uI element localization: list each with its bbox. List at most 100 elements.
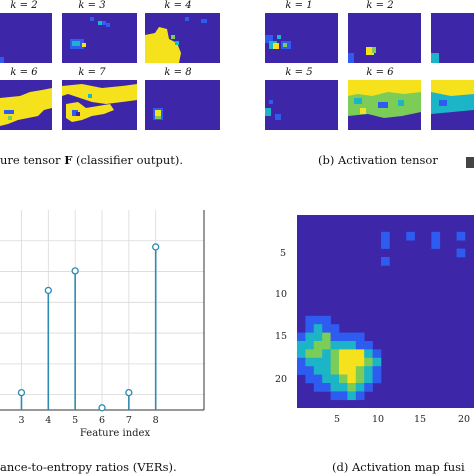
heatmap-cell <box>305 366 315 375</box>
heatmap-cell <box>313 324 323 333</box>
act-heatmap-k6 <box>348 80 421 130</box>
heatmap-cell <box>322 315 331 325</box>
heatmap-cell <box>372 374 382 384</box>
heatmap-cell <box>297 332 306 342</box>
heatmap-cell <box>456 231 466 241</box>
x-tick-label: 8 <box>153 415 159 426</box>
heatmap-cell <box>381 231 390 241</box>
heatmap-cell <box>330 341 340 350</box>
heatmap-cell <box>381 257 390 266</box>
k-label: k = 2 <box>10 0 38 11</box>
x-tick-label: 5 <box>72 415 78 426</box>
y-tick: 15 <box>275 331 288 342</box>
stem-marker <box>71 267 79 275</box>
heatmap-cell <box>339 391 348 401</box>
heatmap-cell <box>431 231 441 241</box>
heatmap-cell <box>313 349 323 359</box>
panel-a: k = 2 k = 3 k = 4 k = 6 k = 7 k = 8 <box>0 0 220 180</box>
heatmap-k2 <box>0 13 52 63</box>
heatmap-cell <box>372 349 382 359</box>
heatmap-cell <box>330 357 340 367</box>
heatmap-cell <box>339 349 348 359</box>
heatmap-cell <box>322 357 331 367</box>
heatmap-k6 <box>0 80 52 130</box>
heatmap-cell <box>355 357 365 367</box>
heatmap-cell <box>322 349 331 359</box>
heatmap-cell <box>347 374 357 384</box>
heatmap-cell <box>364 374 373 384</box>
caption-d: (d) Activation map fusi <box>332 460 465 474</box>
caption-a-suffix: (classifier output). <box>72 153 184 167</box>
heatmap-cell <box>355 332 365 342</box>
heatmap-cell <box>330 349 340 359</box>
heatmap-cell <box>347 357 357 367</box>
heatmap-cell <box>355 383 365 392</box>
heatmap-cell <box>364 366 373 375</box>
caption-a: ure tensor F (classifier output). <box>0 153 183 167</box>
caption-b: (b) Activation tensor <box>318 153 438 167</box>
heatmap-cell <box>322 324 331 333</box>
heatmap-cell <box>322 332 331 342</box>
k-label: k = 5 <box>285 67 313 78</box>
k-label: k = 8 <box>164 67 192 78</box>
heatmap-cell <box>355 374 365 384</box>
chart-tick-labels: 3 4 5 6 7 8 <box>18 415 158 426</box>
x-tick-label: 7 <box>126 415 132 426</box>
heatmap-cell <box>347 332 357 342</box>
heatmap-cell <box>305 374 315 384</box>
tensor-symbol: F <box>64 153 73 167</box>
heatmap-cell <box>364 357 373 367</box>
heatmap-cell <box>372 357 382 367</box>
heatmap-cell <box>313 366 323 375</box>
heatmap-cell <box>339 357 348 367</box>
heatmap-cell <box>297 357 306 367</box>
heatmap-cell <box>347 383 357 392</box>
k-label: k = 7 <box>78 67 106 78</box>
heatmap-cell <box>297 349 306 359</box>
heatmap-cell <box>330 383 340 392</box>
act-heatmap-k7 <box>431 80 474 130</box>
heatmap-k7 <box>62 80 137 130</box>
heatmap-cell <box>322 383 331 392</box>
heatmap-cell <box>381 240 390 249</box>
heatmap-cell <box>313 383 323 392</box>
act-heatmap-k3 <box>431 13 474 63</box>
x-tick: 10 <box>372 414 385 425</box>
x-tick: 20 <box>458 414 471 425</box>
stem-marker <box>44 286 52 295</box>
chart-marks <box>17 243 160 412</box>
heatmap-cell <box>297 341 306 350</box>
y-tick: 20 <box>275 374 288 385</box>
heatmap-cell <box>339 341 348 350</box>
k-label: k = 1 <box>285 0 313 11</box>
heatmap-cell <box>339 332 348 342</box>
k-label: k = 4 <box>164 0 192 11</box>
heatmap-cell <box>313 341 323 350</box>
heatmap-cell <box>347 391 357 401</box>
heatmap-cell <box>347 349 357 359</box>
heatmap-cell <box>355 391 365 401</box>
activation-fusion-heatmap <box>297 215 474 408</box>
heatmap-cell <box>347 366 357 375</box>
heatmap-cell <box>355 366 365 375</box>
heatmap-cell <box>330 324 340 333</box>
heatmap-cell <box>330 332 340 342</box>
x-tick-label: 3 <box>18 415 24 426</box>
heatmap-cell <box>297 366 306 375</box>
heatmap-cell <box>456 248 466 258</box>
heatmap-cell <box>355 341 365 350</box>
x-tick: 15 <box>414 414 427 425</box>
heatmap-cell <box>313 332 323 342</box>
heatmap-cell <box>364 383 373 392</box>
heatmap-cell <box>364 341 373 350</box>
act-heatmap-k2 <box>348 13 421 63</box>
heatmap-cell <box>305 324 315 333</box>
act-heatmap-k5 <box>265 80 338 130</box>
caption-c: ance-to-entropy ratios (VERs). <box>0 460 177 474</box>
heatmap-cell <box>313 315 323 325</box>
heatmap-cell <box>305 349 315 359</box>
x-axis-label: Feature index <box>80 428 151 439</box>
heatmap-cell <box>322 366 331 375</box>
heatmap-cell <box>406 231 415 241</box>
k-label: k = 6 <box>10 67 38 78</box>
